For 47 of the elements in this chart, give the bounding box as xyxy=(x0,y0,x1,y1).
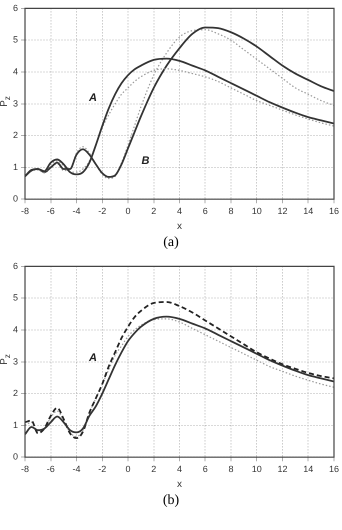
x-tick-label: -8 xyxy=(21,464,30,474)
x-tick-label: 0 xyxy=(125,464,131,474)
y-tick-label: 3 xyxy=(12,98,18,108)
x-tick-label: 2 xyxy=(151,464,156,474)
y-tick-label: 3 xyxy=(12,356,18,366)
x-tick-label: -8 xyxy=(21,206,30,216)
x-tick-label: 16 xyxy=(328,206,339,216)
x-tick-label: -6 xyxy=(46,206,55,216)
x-tick-label: 14 xyxy=(303,206,314,216)
y-tick-label: 4 xyxy=(12,66,18,76)
x-tick-label: 12 xyxy=(277,464,288,474)
x-axis-title: x xyxy=(177,478,182,490)
y-tick-label: 2 xyxy=(12,388,18,398)
x-tick-label: 6 xyxy=(202,206,208,216)
y-tick-label: 6 xyxy=(12,2,18,13)
x-tick-label: -2 xyxy=(98,464,106,474)
x-tick-label: 4 xyxy=(176,206,182,216)
x-axis-title: x xyxy=(177,220,182,232)
x-tick-label: 2 xyxy=(151,206,156,216)
text: (a) xyxy=(162,234,180,252)
x-tick-label: 14 xyxy=(303,464,314,474)
x-tick-label: -4 xyxy=(72,464,81,474)
x-tick-label: -4 xyxy=(72,206,81,216)
y-tick-label: 1 xyxy=(12,420,18,430)
x-tick-label: 10 xyxy=(252,206,262,216)
x-tick-label: 16 xyxy=(328,464,339,474)
y-tick-label: 1 xyxy=(12,162,18,172)
x-tick-label: 12 xyxy=(277,206,288,216)
x-tick-label: 8 xyxy=(228,464,234,474)
annotation: B xyxy=(142,155,150,168)
x-tick-label: -2 xyxy=(98,206,106,216)
x-tick-label: 6 xyxy=(202,464,208,474)
y-tick-label: 5 xyxy=(12,292,18,303)
y-tick-label: 0 xyxy=(12,194,18,204)
x-tick-label: 10 xyxy=(252,464,262,474)
text: (b) xyxy=(162,492,180,510)
y-tick-label: 4 xyxy=(12,324,18,334)
x-tick-label: -6 xyxy=(46,464,55,474)
y-tick-label: 6 xyxy=(12,260,18,271)
y-tick-label: 0 xyxy=(12,452,18,462)
annotation: A xyxy=(88,92,98,104)
y-tick-label: 2 xyxy=(12,130,18,140)
x-tick-label: 8 xyxy=(228,206,234,216)
x-tick-label: 0 xyxy=(125,206,131,216)
annotation: A xyxy=(88,352,98,364)
y-tick-label: 5 xyxy=(12,34,18,45)
x-tick-label: 4 xyxy=(176,464,182,474)
